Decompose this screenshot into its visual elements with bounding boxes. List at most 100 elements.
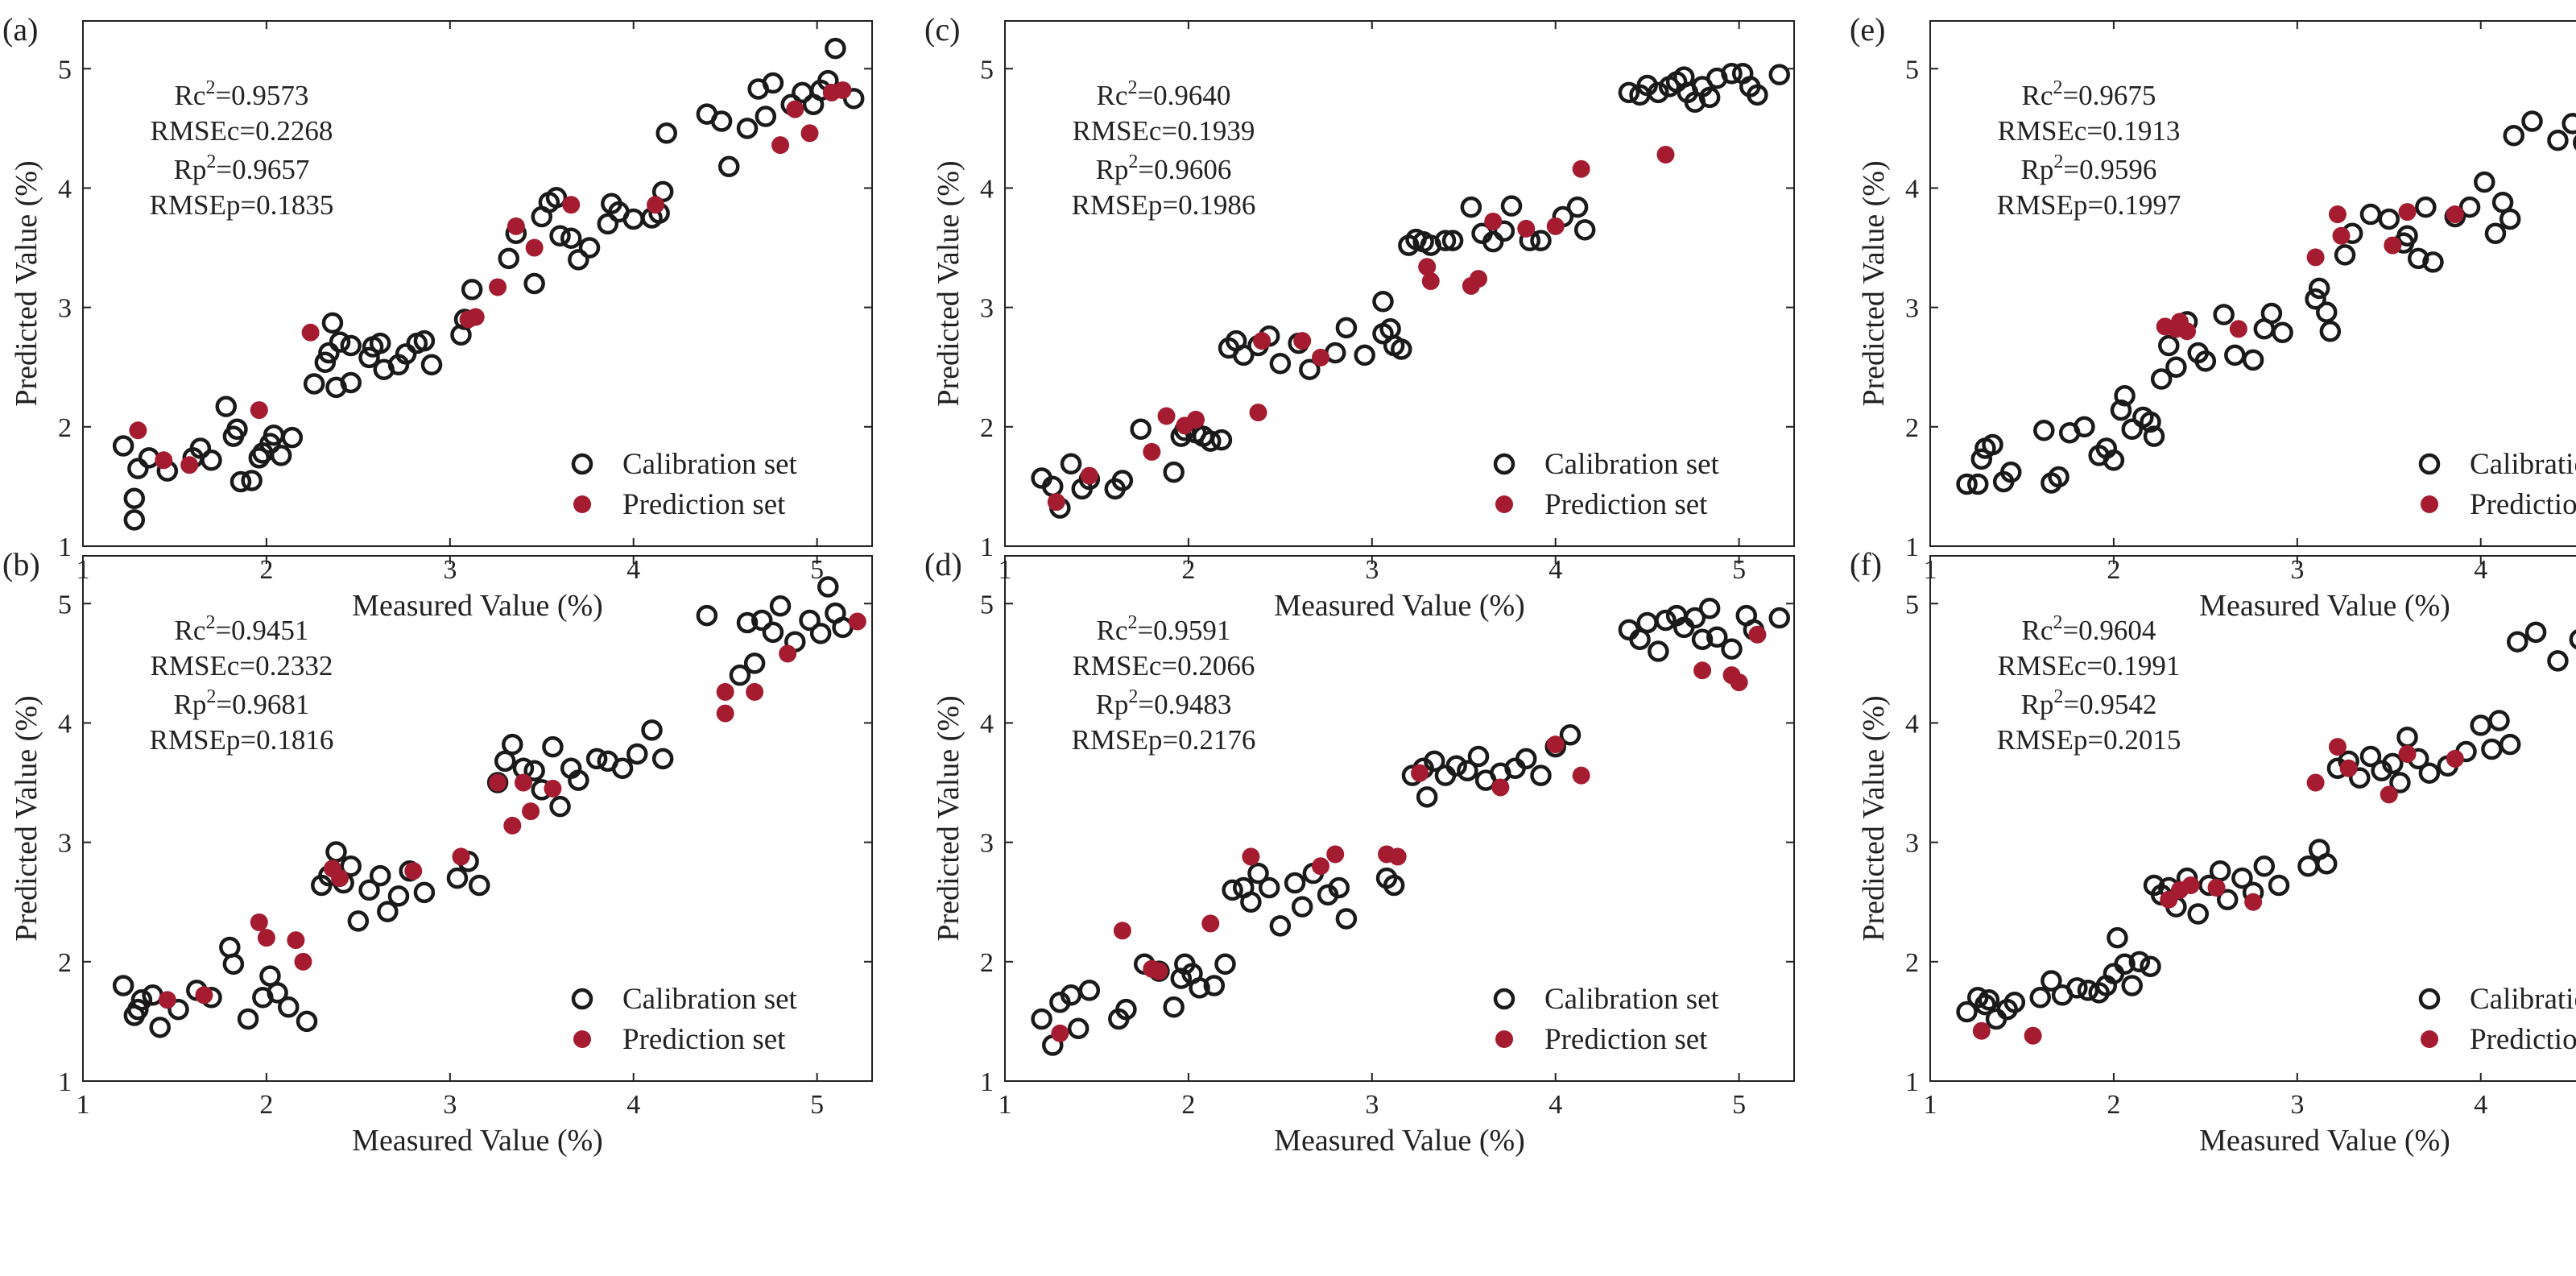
calibration-point [318, 342, 340, 364]
calibration-point [655, 122, 677, 144]
calibration-point [2503, 125, 2524, 147]
calibration-point [369, 864, 391, 887]
prediction-point [2446, 205, 2464, 224]
rmsep-stat: RMSEp=0.1986 [1072, 189, 1256, 221]
calibration-point [340, 856, 362, 877]
prediction-point [294, 952, 312, 971]
calibration-point [549, 225, 571, 246]
y-tick-label: 5 [58, 590, 72, 619]
x-tick-label: 2 [2107, 555, 2120, 585]
calibration-point [2396, 726, 2418, 748]
prediction-point [2207, 878, 2226, 897]
y-tick-label: 1 [980, 532, 994, 562]
calibration-point [1424, 750, 1445, 773]
calibration-point [127, 458, 149, 479]
y-tick-label: 1 [980, 1067, 994, 1097]
calibration-point [112, 435, 134, 457]
calibration-point [549, 795, 571, 818]
prediction-point [2244, 893, 2263, 911]
panel-label: (c) [924, 11, 960, 48]
x-tick-label: 1 [76, 1090, 90, 1120]
x-tick-label: 2 [2107, 1090, 2120, 1120]
calibration-point [751, 609, 773, 632]
prediction-point [1546, 217, 1565, 235]
y-tick-label: 4 [980, 709, 994, 739]
calibration-point [2418, 762, 2441, 784]
legend-calibration-label: Calibration set [622, 448, 798, 481]
prediction-point [716, 682, 734, 701]
prediction-point [1484, 212, 1503, 230]
prediction-point [1047, 493, 1065, 512]
rc2-stat: Rc2=0.9640 [1097, 77, 1231, 111]
panel-label: (a) [2, 11, 38, 48]
calibration-point [281, 426, 304, 449]
calibration-point [568, 769, 589, 791]
calibration-point [1706, 626, 1728, 648]
prediction-point [1293, 332, 1312, 350]
calibration-point [2319, 321, 2342, 342]
x-tick-label: 4 [2474, 1090, 2487, 1120]
prediction-point [489, 773, 507, 792]
prediction-point [1730, 673, 1748, 692]
prediction-point [1421, 272, 1440, 291]
calibration-point [736, 611, 759, 634]
calibration-point [278, 996, 300, 1018]
calibration-point [189, 437, 212, 459]
y-tick-label: 2 [58, 948, 72, 978]
prediction-point [2339, 759, 2358, 777]
calibration-point [1299, 358, 1321, 380]
calibration-point [358, 346, 380, 369]
rmsec-stat: RMSEc=0.2066 [1073, 650, 1255, 682]
calibration-point [2033, 420, 2055, 441]
calibration-point [347, 910, 370, 932]
rc2-value: =0.9573 [215, 80, 308, 111]
rmsep-stat: RMSEp=0.1997 [1997, 189, 2181, 221]
legend-calibration-marker [571, 988, 593, 1010]
prediction-point [489, 278, 507, 296]
calibration-point [167, 998, 189, 1021]
calibration-point [1691, 628, 1714, 650]
x-tick-label: 1 [1924, 1090, 1937, 1120]
y-tick-label: 4 [980, 174, 994, 204]
calibration-point [717, 155, 740, 178]
y-tick-label: 3 [980, 294, 994, 324]
calibration-point [2378, 208, 2400, 230]
legend-prediction-label: Prediction set [1544, 1023, 1708, 1056]
calibration-point [1328, 876, 1350, 899]
calibration-point [2150, 368, 2173, 390]
prediction-point [786, 100, 804, 118]
y-axis-title: Predicted Value (%) [10, 695, 43, 941]
calibration-point [1618, 81, 1640, 104]
panel-label: (f) [1850, 546, 1882, 582]
x-tick-label: 4 [626, 1090, 640, 1120]
calibration-point [1500, 195, 1523, 217]
calibration-point [340, 334, 362, 357]
prediction-point [1517, 219, 1536, 238]
x-tick-label: 3 [1365, 1090, 1379, 1120]
prediction-point [2380, 785, 2398, 804]
panel-label: (e) [1850, 11, 1885, 48]
calibration-point [2140, 955, 2161, 977]
prediction-point [1491, 778, 1510, 797]
rp2-value: =0.9681 [216, 689, 309, 720]
calibration-point [1383, 874, 1405, 897]
calibration-point [1416, 786, 1438, 808]
calibration-point [545, 187, 568, 209]
x-axis-title: Measured Value (%) [2199, 1124, 2450, 1158]
x-tick-label: 3 [2290, 1090, 2304, 1120]
prediction-point [1572, 766, 1590, 785]
calibration-point [2242, 349, 2264, 371]
calibration-point [2140, 411, 2161, 433]
calibration-point [2521, 110, 2543, 132]
rp2-stat: Rp2=0.9606 [1096, 151, 1232, 185]
x-axis-title: Measured Value (%) [2199, 589, 2450, 623]
calibration-point [2048, 466, 2069, 488]
calibration-point [1956, 1000, 1978, 1023]
prediction-point [1253, 332, 1271, 350]
calibration-point [2524, 621, 2547, 644]
y-tick-label: 5 [58, 55, 72, 85]
prediction-point [833, 81, 852, 99]
calibration-point [626, 743, 648, 765]
calibration-point [1982, 433, 2003, 456]
